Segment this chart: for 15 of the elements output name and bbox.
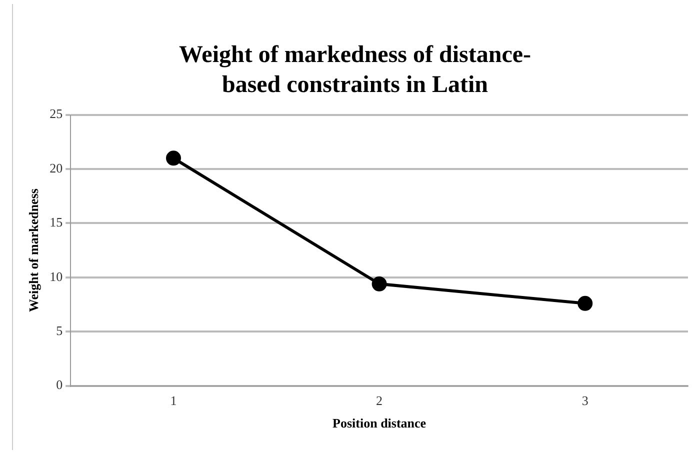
y-tick-label: 10 (50, 268, 63, 284)
chart-title: Weight of markedness of distance-based constraints in Latin (178, 41, 532, 100)
point (166, 150, 181, 166)
x-tick-label: 1 (170, 393, 177, 408)
point (578, 296, 593, 311)
x-tick-label: 2 (376, 393, 383, 408)
y-axis-title: Weight of markedness (26, 188, 42, 312)
x-axis-title: Position distance (332, 416, 426, 431)
y-tick-label: 20 (50, 160, 63, 176)
x-tick-label: 3 (582, 393, 588, 408)
y-tick-label: 25 (50, 106, 63, 122)
y-tick-label: 5 (56, 323, 63, 338)
y-tick-label: 15 (50, 214, 63, 230)
y-tick-label: 0 (56, 377, 63, 392)
point (372, 276, 387, 292)
